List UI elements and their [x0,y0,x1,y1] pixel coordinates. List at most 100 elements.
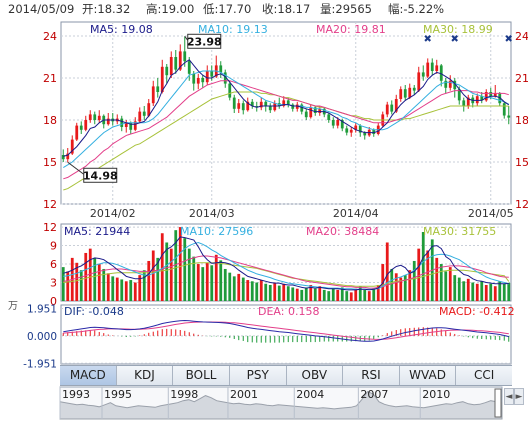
volume-bar [178,227,182,301]
candle-body [358,125,362,133]
overview-range-handle [494,388,502,418]
volume-bar [309,284,313,301]
volume-bar [354,288,358,301]
volume-bar [408,270,412,301]
macd-ytick: -1.951 [23,358,57,370]
header-date: 2014/05/09 [8,2,74,16]
volume-bar [493,286,497,301]
header-close-label: 收: [262,2,277,16]
volume-ytick: 12 [43,221,57,234]
volume-bar [421,232,425,301]
candle-body [205,71,209,83]
volume-bar [133,282,137,301]
candle-body [309,107,313,118]
candle-body [318,108,322,113]
volume-bar [120,279,124,301]
volume-bar [340,287,344,301]
candle-body [417,72,421,91]
volume-bar [372,288,376,301]
candle-body [403,89,407,98]
overview-xtick: 2010 [422,388,450,401]
volume-ytick: 3 [50,277,57,290]
tab-rsi[interactable]: RSI [343,366,400,385]
candle-body [385,104,389,115]
scroll-left-button[interactable]: ◄ [504,388,514,405]
candle-body [331,120,335,126]
tab-obv[interactable]: OBV [287,366,344,385]
candle-body [435,65,439,71]
candle-body [340,120,344,129]
candle-body [79,125,83,130]
candle-body [255,106,259,108]
header-high: 高:19.00 [146,2,194,16]
candle-body [66,153,70,160]
volume-bar [264,283,268,301]
tab-boll[interactable]: BOLL [173,366,230,385]
legend-name: DIF [64,305,82,318]
candle-body [286,100,290,105]
volume-bar [471,282,475,301]
header-high-label: 高: [146,2,161,16]
volume-bar [457,277,461,301]
candle-body [444,80,448,88]
candle-body [75,125,79,140]
volume-bar [196,264,200,301]
candle-body [192,73,196,84]
tab-kdj[interactable]: KDJ [117,366,174,385]
volume-bar [156,257,160,301]
candle-body [223,72,227,84]
legend-name: MACD [439,305,472,318]
volume-bar [151,250,155,301]
price-legend-ma20: MA20: 19.81 [316,23,386,36]
volume-ma20-line [63,255,509,289]
price-ytick-left: 24 [43,30,57,43]
candle-body [457,89,461,101]
tab-macd[interactable]: MACD [60,366,117,385]
volume-bar [115,277,119,301]
volume-bar [237,273,241,301]
scroll-right-button[interactable]: ► [514,388,524,405]
candle-body [453,80,457,90]
volume-bar [336,289,340,301]
legend-value: 19.08 [121,23,153,36]
volume-bar [124,281,128,301]
indicator-tab-bar: MACD KDJ BOLL PSY OBV RSI WVAD CCI [60,365,512,386]
volume-bar [246,280,250,301]
candle-body [196,78,200,84]
overview-xtick: 1998 [170,388,198,401]
price-ma20-line [63,80,509,180]
volume-bar [201,267,205,301]
price-ytick-right: 24 [515,30,528,43]
candle-body [264,101,268,106]
tab-psy[interactable]: PSY [230,366,287,385]
volume-bar [165,242,169,301]
volume-bar [331,288,335,301]
volume-bar [304,287,308,301]
candle-body [232,97,236,109]
price-xtick: 2014/02 [90,207,136,220]
tab-wvad[interactable]: WVAD [400,366,457,385]
candle-body [147,103,151,116]
tab-cci[interactable]: CCI [474,368,495,382]
price-ytick-right: 15 [515,156,528,169]
candle-body [129,122,133,130]
legend-value: 38484 [344,225,379,238]
volume-bar [142,270,146,301]
candle-body [439,65,443,81]
candle-body [354,125,358,130]
volume-bar [466,278,470,301]
price-star-marker: ✖ [451,34,459,45]
volume-bar [84,252,88,301]
legend-name: MA30 [423,23,454,36]
candle-body [124,122,128,127]
macd-legend-dea: DEA: 0.158 [258,305,319,318]
candle-body [120,118,124,127]
volume-bar [66,271,70,301]
candle-body [408,87,412,98]
volume-bar [241,277,245,301]
volume-bar [129,280,133,301]
header-open: 开:18.32 [82,2,130,16]
candle-body [178,51,182,70]
price-legend-ma5: MA5: 19.08 [90,23,153,36]
